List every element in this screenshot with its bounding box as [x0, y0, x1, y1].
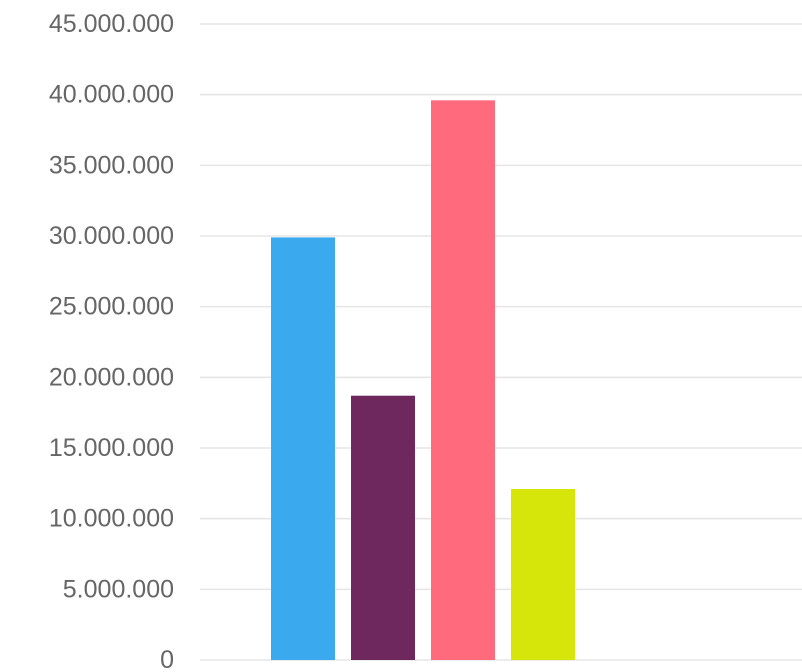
bar — [271, 237, 335, 660]
bar — [351, 395, 415, 660]
y-tick-label: 5.000.000 — [63, 575, 174, 603]
y-tick-label: 10.000.000 — [49, 505, 174, 533]
bar — [511, 488, 575, 660]
y-tick-label: 45.000.000 — [49, 10, 174, 38]
bars — [271, 100, 575, 660]
y-tick-label: 15.000.000 — [49, 434, 174, 462]
y-tick-label: 35.000.000 — [49, 151, 174, 179]
y-tick-label: 0 — [160, 646, 174, 672]
y-tick-label: 25.000.000 — [49, 293, 174, 321]
y-axis-tick-labels: 0 5.000.000 10.000.000 15.000.000 20.000.000… — [49, 10, 174, 672]
y-tick-label: 20.000.000 — [49, 363, 174, 391]
bar — [431, 100, 495, 660]
y-tick-label: 40.000.000 — [49, 81, 174, 109]
y-tick-label: 30.000.000 — [49, 222, 174, 250]
